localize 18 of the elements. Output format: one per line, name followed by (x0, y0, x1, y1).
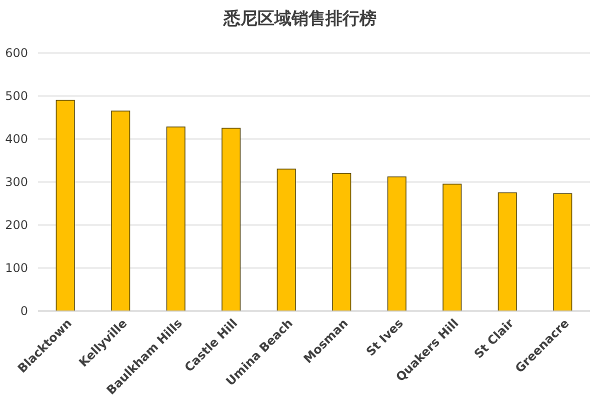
bar (553, 193, 572, 312)
y-tick-label: 400 (5, 132, 28, 146)
y-tick-label: 500 (5, 89, 28, 104)
y-tick-label: 100 (5, 261, 28, 276)
bar (332, 173, 352, 312)
y-tick-label: 300 (5, 175, 28, 190)
bar (387, 176, 406, 312)
chart-title: 悉尼区域销售排行榜 (222, 9, 376, 29)
y-tick-label: 600 (5, 46, 28, 60)
bar (498, 192, 517, 312)
y-tick-label: 200 (5, 218, 28, 232)
bar (56, 100, 75, 312)
bar (222, 128, 241, 312)
bar (442, 184, 462, 312)
bar (166, 126, 186, 312)
y-tick-label: 0 (20, 304, 28, 318)
bar (111, 110, 130, 312)
bar (276, 168, 296, 312)
